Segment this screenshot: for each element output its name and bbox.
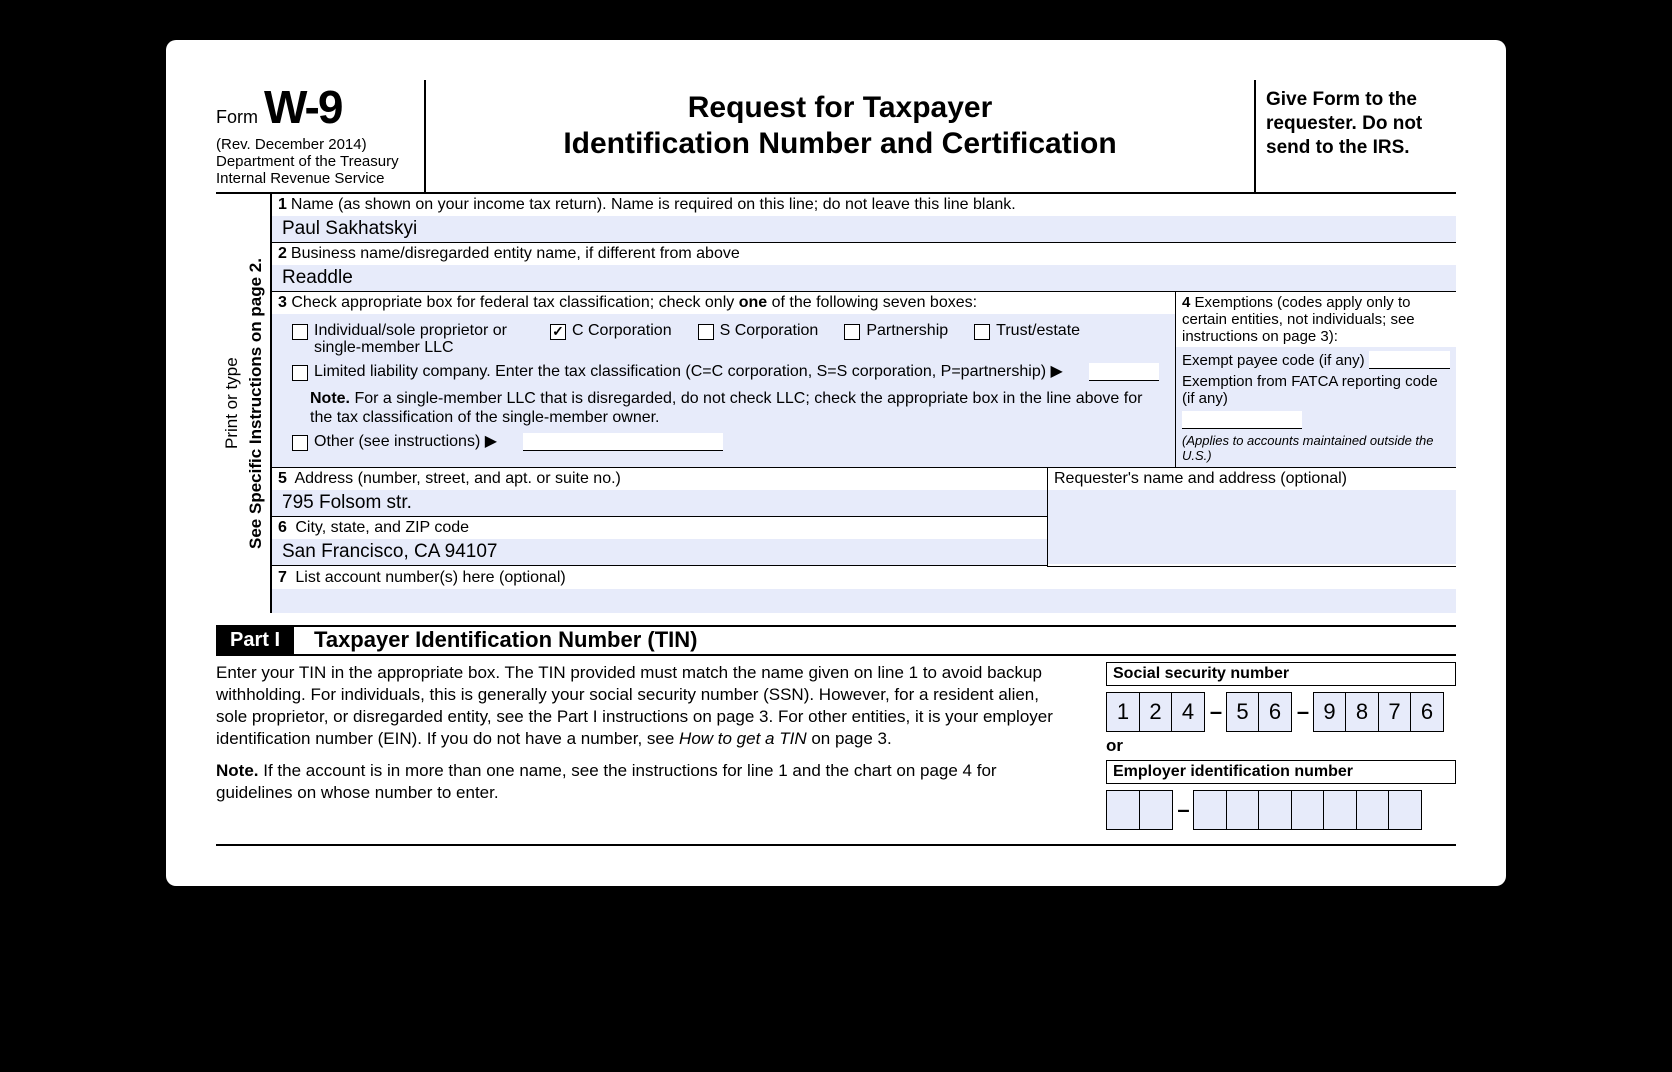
llc-note: Note. For a single-member LLC that is di… [278,387,1169,433]
ssn-digit[interactable]: 4 [1171,692,1205,732]
part-title: Taxpayer Identification Number (TIN) [294,627,697,653]
form-title: Request for Taxpayer Identification Numb… [426,80,1256,192]
form-body: Print or type See Specific Instructions … [216,194,1456,613]
dash: – [1292,692,1314,732]
part-1-header: Part I Taxpayer Identification Number (T… [216,625,1456,656]
ssn-row[interactable]: 1 2 4 – 5 6 – 9 8 7 6 [1106,692,1456,732]
line5-label: Address (number, street, and apt. or sui… [294,470,620,487]
ssn-digit[interactable]: 6 [1410,692,1444,732]
checkbox-trust[interactable]: Trust/estate [974,322,1080,357]
requester-field[interactable] [1048,490,1456,564]
line4-num: 4 [1182,294,1190,311]
ein-digit[interactable] [1226,790,1260,830]
ein-digit[interactable] [1388,790,1422,830]
title-line2: Identification Number and Certification [563,127,1116,160]
line7-label: List account number(s) here (optional) [295,569,565,586]
dash: – [1205,692,1227,732]
ein-digit[interactable] [1193,790,1227,830]
form-page: Form W-9 (Rev. December 2014) Department… [166,40,1506,886]
sidebar-label: Print or type See Specific Instructions … [216,194,270,613]
ein-digit[interactable] [1356,790,1390,830]
see-specific: See Specific Instructions on page 2. [246,258,265,549]
line2-label: Business name/disregarded entity name, i… [291,245,740,262]
header-instruction: Give Form to the requester. Do not send … [1256,80,1456,192]
revision: (Rev. December 2014) [216,136,416,153]
ein-digit[interactable] [1139,790,1173,830]
ssn-digit[interactable]: 9 [1313,692,1347,732]
exempt-fatca-label: Exemption from FATCA reporting code (if … [1182,373,1450,407]
line3-num: 3 [278,294,287,311]
exempt-payee-label: Exempt payee code (if any) [1182,352,1365,369]
line1-label: Name (as shown on your income tax return… [291,196,1016,213]
or-label: or [1106,736,1456,756]
fields-area: 1Name (as shown on your income tax retur… [270,194,1456,613]
line-1: 1Name (as shown on your income tax retur… [272,194,1456,243]
line4-label: Exemptions (codes apply only to certain … [1182,294,1415,345]
line-5-requester: 5 Address (number, street, and apt. or s… [272,468,1456,567]
checkbox-s-corp[interactable]: S Corporation [698,322,819,357]
checkbox-llc[interactable]: Limited liability company. Enter the tax… [292,363,1063,381]
box-4: 4 Exemptions (codes apply only to certai… [1176,292,1456,467]
line-6: 6 City, state, and ZIP code San Francisc… [272,517,1047,566]
ssn-digit[interactable]: 5 [1226,692,1260,732]
ein-digit[interactable] [1258,790,1292,830]
account-numbers-field[interactable] [272,589,1456,613]
requester-label: Requester's name and address (optional) [1054,470,1347,487]
tin-para2: Note. If the account is in more than one… [216,760,1066,804]
line-5: 5 Address (number, street, and apt. or s… [272,468,1047,517]
checkbox-other[interactable]: Other (see instructions) ▶ [292,433,497,451]
llc-classification-field[interactable] [1089,363,1159,381]
business-name-field[interactable]: Readdle [272,265,1456,291]
checkbox-partnership[interactable]: Partnership [844,322,948,357]
exempt-payee-field[interactable] [1369,351,1450,369]
box-3: 3 Check appropriate box for federal tax … [272,292,1176,467]
tin-boxes: Social security number 1 2 4 – 5 6 – 9 8… [1106,662,1456,834]
requester-box: Requester's name and address (optional) [1048,468,1456,567]
print-type-label: Print or type [222,357,241,449]
applies-note: (Applies to accounts maintained outside … [1182,433,1450,463]
form-number: W-9 [264,80,341,134]
ein-digit[interactable] [1106,790,1140,830]
dash: – [1173,790,1195,830]
name-field[interactable]: Paul Sakhatskyi [272,216,1456,242]
line3-label: Check appropriate box for federal tax cl… [291,294,977,311]
ssn-label: Social security number [1106,662,1456,686]
address-field[interactable]: 795 Folsom str. [272,490,1047,516]
ein-row[interactable]: – [1106,790,1456,830]
title-line1: Request for Taxpayer [688,91,993,124]
line-2: 2Business name/disregarded entity name, … [272,243,1456,292]
ssn-digit[interactable]: 8 [1345,692,1379,732]
ein-digit[interactable] [1291,790,1325,830]
ssn-digit[interactable]: 7 [1378,692,1412,732]
ssn-digit[interactable]: 1 [1106,692,1140,732]
checkbox-individual[interactable]: Individual/sole proprietor or single-mem… [292,322,524,357]
department: Department of the TreasuryInternal Reven… [216,153,416,188]
tin-instructions: Enter your TIN in the appropriate box. T… [216,662,1066,834]
other-field[interactable] [523,433,723,451]
part-1-body: Enter your TIN in the appropriate box. T… [216,656,1456,846]
part-tag: Part I [216,627,294,654]
ssn-digit[interactable]: 6 [1258,692,1292,732]
ssn-digit[interactable]: 2 [1139,692,1173,732]
form-header: Form W-9 (Rev. December 2014) Department… [216,80,1456,194]
checkbox-c-corp[interactable]: ✓C Corporation [550,322,672,357]
ein-label: Employer identification number [1106,760,1456,784]
form-label: Form [216,107,258,128]
header-left: Form W-9 (Rev. December 2014) Department… [216,80,426,192]
city-state-zip-field[interactable]: San Francisco, CA 94107 [272,539,1047,565]
line-7: 7 List account number(s) here (optional) [272,567,1456,613]
ein-digit[interactable] [1323,790,1357,830]
line6-label: City, state, and ZIP code [295,519,469,536]
line-3-4: 3 Check appropriate box for federal tax … [272,292,1456,468]
exempt-fatca-field[interactable] [1182,411,1302,429]
tin-para1: Enter your TIN in the appropriate box. T… [216,662,1066,750]
